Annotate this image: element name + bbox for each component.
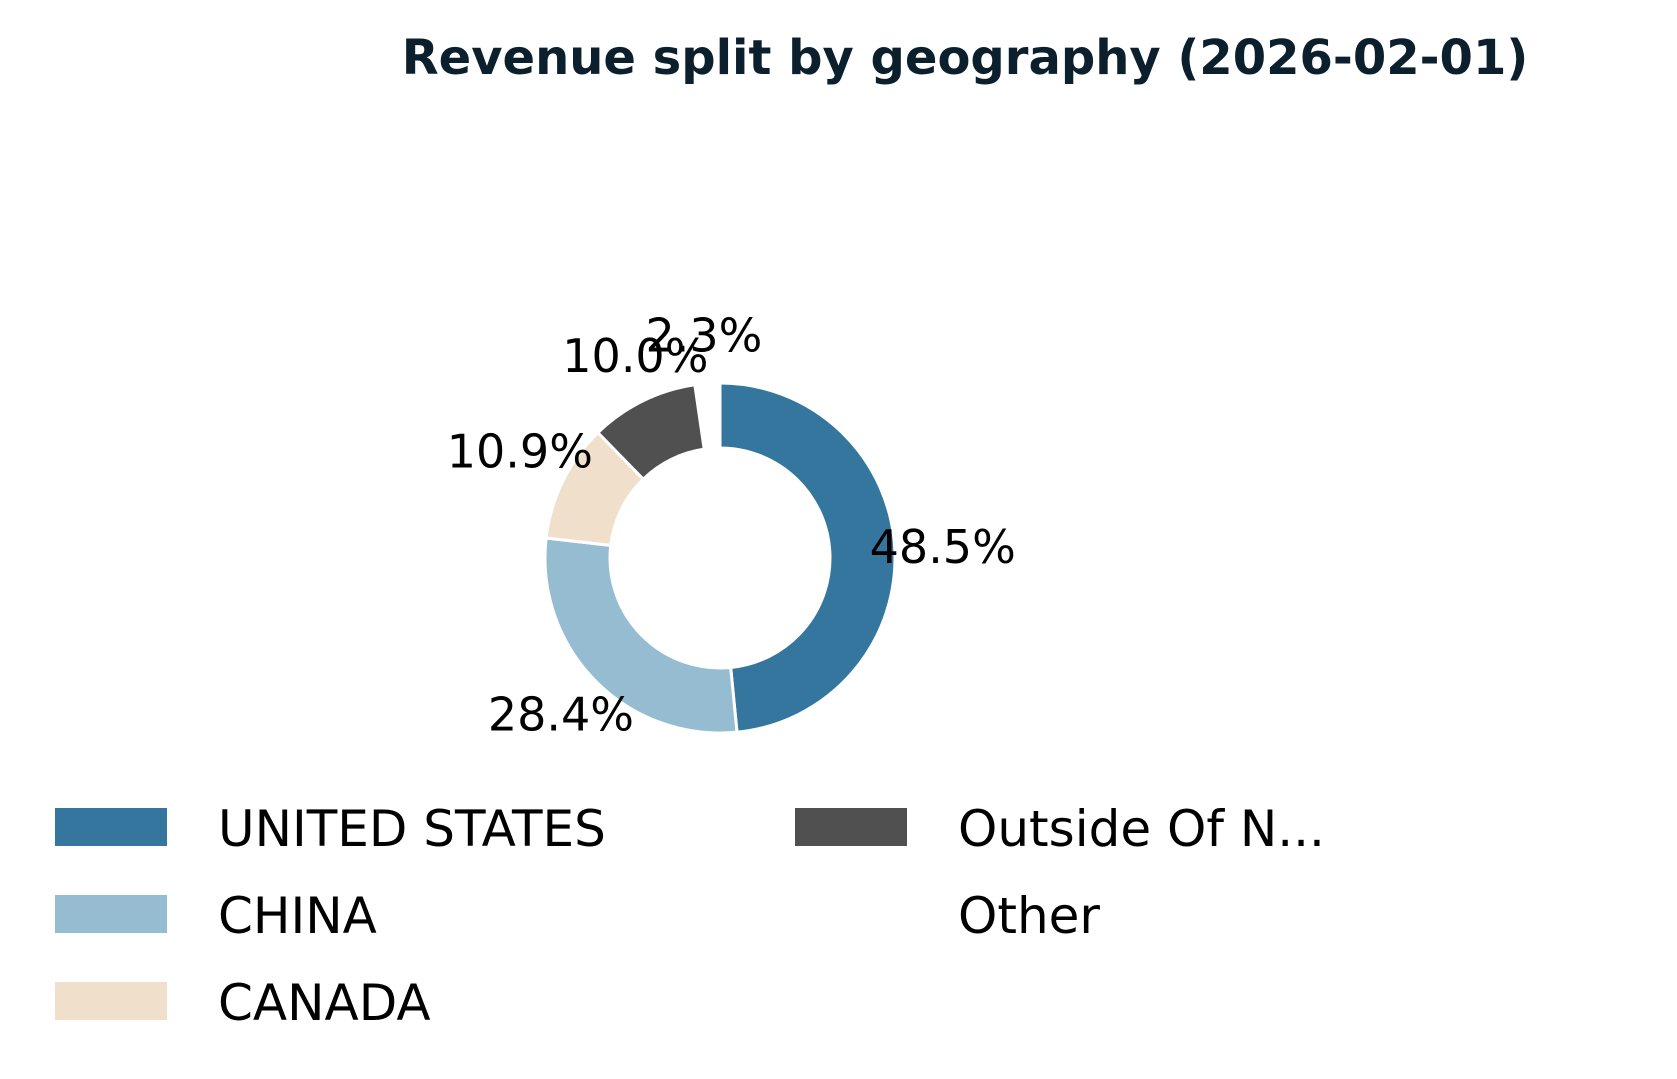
legend-label-outside-of-n: Outside Of N... [958,800,1325,858]
value-label-china: 28.4% [488,687,634,741]
legend-swatch-united-states [55,808,167,846]
legend-label-canada: CANADA [218,974,431,1032]
slice-china [543,536,739,735]
legend-swatch-other [795,895,907,933]
legend-swatch-canada [55,982,167,1020]
chart-title: Revenue split by geography (2026-02-01) [402,30,1529,86]
legend: UNITED STATES CHINA CANADA Outside Of N... O… [55,800,1325,1032]
value-label-canada: 10.9% [447,425,593,479]
legend-swatch-china [55,895,167,933]
legend-label-united-states: UNITED STATES [218,800,606,858]
slice-other [691,359,720,429]
slice-outside-of-n [595,383,706,482]
value-label-united-states: 48.5% [870,520,1016,574]
value-labels-layer: 48.5% 28.4% 10.9% 10.0%2.3% [447,309,1016,742]
value-label-other: 2.3% [645,309,762,363]
slice-united-states [718,381,897,734]
legend-label-china: CHINA [218,887,377,945]
legend-label-other: Other [958,887,1100,945]
slices-layer [543,359,897,735]
value-label-outside-of-n: 10.0% [562,329,708,383]
legend-swatch-outside-of-n [795,808,907,846]
